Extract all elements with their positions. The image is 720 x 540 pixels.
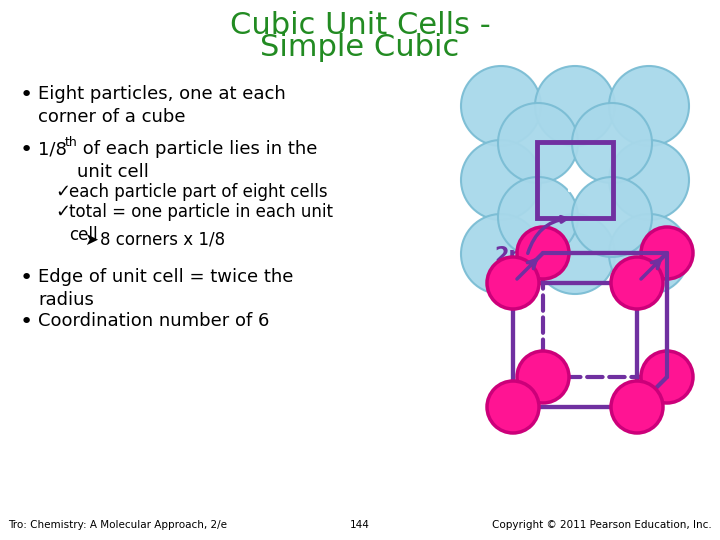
Text: 144: 144 [350, 520, 370, 530]
Circle shape [641, 351, 693, 403]
Text: Tro: Chemistry: A Molecular Approach, 2/e: Tro: Chemistry: A Molecular Approach, 2/… [8, 520, 227, 530]
Text: ➤: ➤ [84, 231, 98, 249]
Circle shape [611, 381, 663, 433]
Circle shape [572, 177, 652, 257]
Circle shape [517, 351, 569, 403]
Text: 2r: 2r [494, 246, 519, 266]
Text: each particle part of eight cells: each particle part of eight cells [69, 183, 328, 201]
Text: Simple Cubic: Simple Cubic [261, 33, 459, 63]
Circle shape [517, 227, 569, 279]
Text: •: • [20, 268, 33, 288]
Text: Eight particles, one at each
corner of a cube: Eight particles, one at each corner of a… [38, 85, 286, 126]
Text: •: • [20, 85, 33, 105]
Text: th: th [65, 136, 78, 149]
Text: ✓: ✓ [55, 183, 70, 201]
Circle shape [535, 214, 615, 294]
Text: •: • [20, 312, 33, 332]
Circle shape [611, 257, 663, 309]
Circle shape [461, 214, 541, 294]
Circle shape [498, 177, 578, 257]
Text: of each particle lies in the
unit cell: of each particle lies in the unit cell [77, 140, 318, 181]
Text: Cubic Unit Cells -: Cubic Unit Cells - [230, 10, 490, 39]
Bar [537, 142, 613, 218]
Text: ✓: ✓ [55, 203, 70, 221]
Circle shape [609, 66, 689, 146]
Circle shape [461, 140, 541, 220]
Circle shape [498, 103, 578, 183]
Text: total = one particle in each unit
cell: total = one particle in each unit cell [69, 203, 333, 244]
Circle shape [609, 140, 689, 220]
Circle shape [641, 227, 693, 279]
Text: •: • [20, 140, 33, 160]
Text: Coordination number of 6: Coordination number of 6 [38, 312, 269, 330]
Circle shape [535, 66, 615, 146]
Text: Copyright © 2011 Pearson Education, Inc.: Copyright © 2011 Pearson Education, Inc. [492, 520, 712, 530]
Circle shape [572, 103, 652, 183]
Circle shape [487, 257, 539, 309]
Circle shape [487, 381, 539, 433]
Text: Edge of unit cell = twice the
radius: Edge of unit cell = twice the radius [38, 268, 293, 309]
Text: 8 corners x 1/8: 8 corners x 1/8 [100, 231, 225, 249]
Circle shape [609, 214, 689, 294]
Text: 1/8: 1/8 [38, 140, 67, 158]
Circle shape [461, 66, 541, 146]
